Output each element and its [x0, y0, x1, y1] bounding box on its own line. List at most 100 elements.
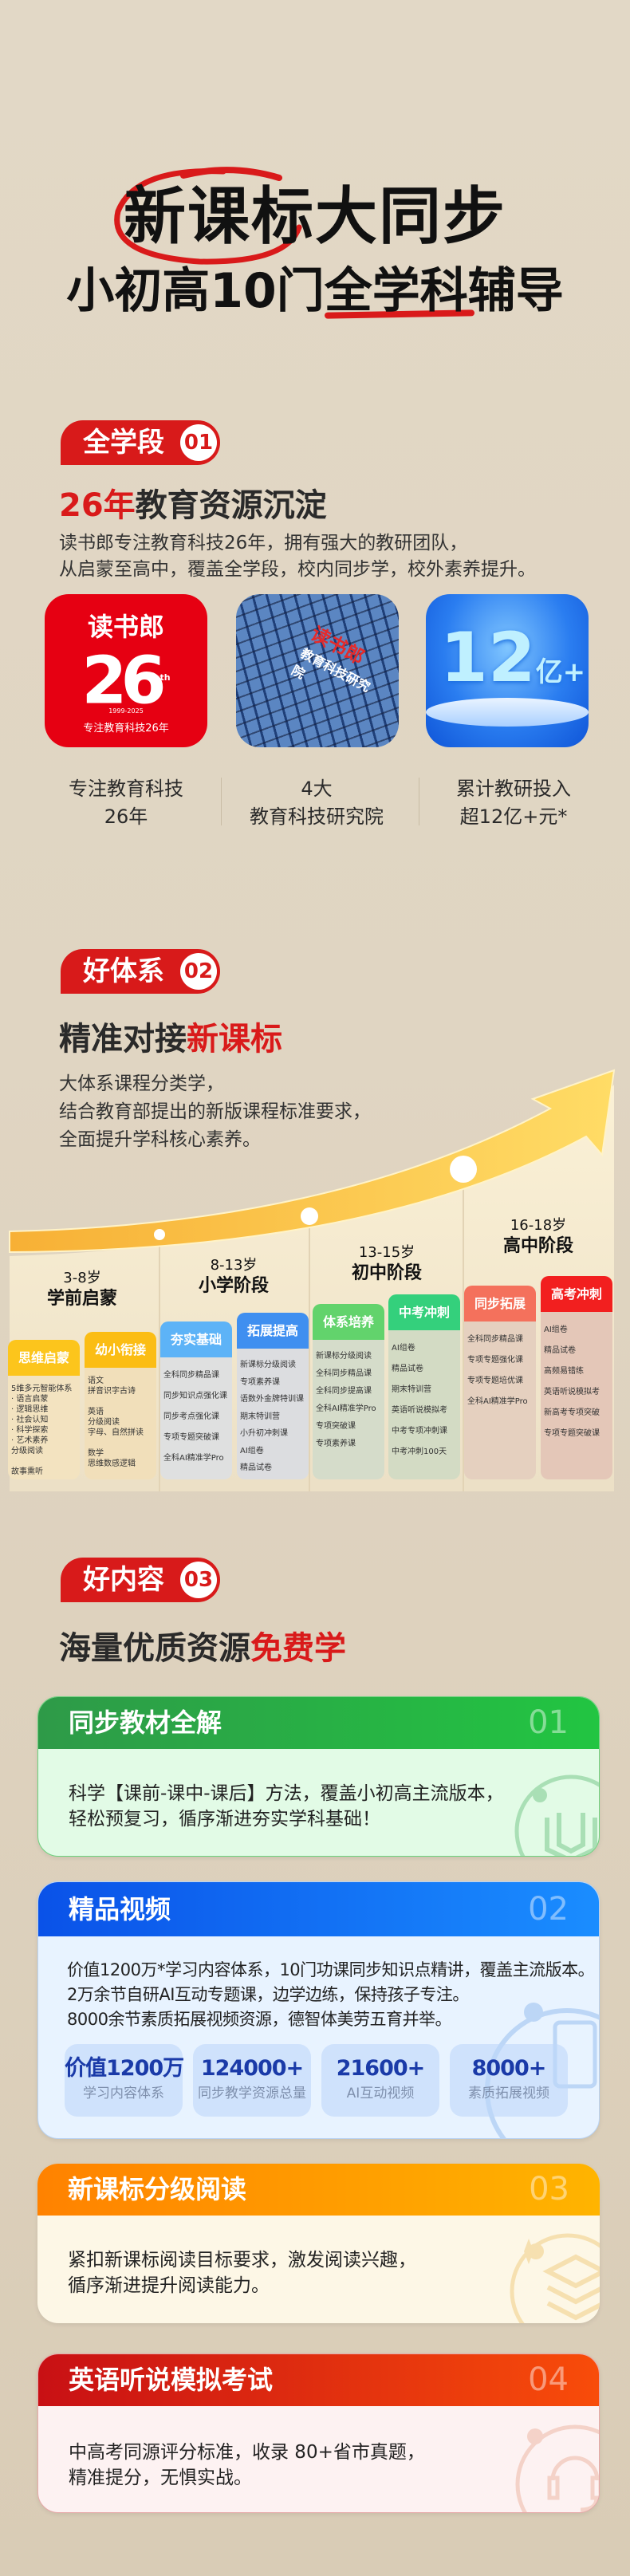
layers-icon	[510, 2233, 600, 2323]
track-body: AI组卷 精品试卷 期末特训营 英语听说模拟考 中考专项冲刺课 中考冲刺100天	[388, 1330, 460, 1479]
stage-name: 学前启蒙	[46, 1289, 117, 1309]
track-item: · 逻辑思维	[11, 1405, 49, 1414]
card-number: 02	[528, 1891, 569, 1928]
section-paragraph-2: 大体系课程分类学， 结合教育部提出的新版课程标准要求， 全面提升学科核心素养。	[59, 1070, 371, 1154]
paragraph-line: 从启蒙至高中，覆盖全学段，校内同步学，校外素养提升。	[59, 559, 536, 580]
card-title: 同步教材全解	[69, 1707, 222, 1738]
card-header: 英语听说模拟考试 04	[38, 2354, 599, 2406]
card-line: 价值1200万*学习内容体系，10门功课同步知识点精讲，覆盖主流版本。	[67, 1960, 595, 1979]
track-header: 思维启蒙	[8, 1340, 80, 1376]
track-body: 新课标分级阅读 全科同步精品课 全科同步提高课 全科AI精准学Pro 专项突破课 专项素养…	[313, 1340, 384, 1479]
hero-title: 新课标大同步	[123, 181, 506, 253]
track-item: · 社会认知	[11, 1416, 49, 1424]
anniversary-logo-tile: 读书郎 26th 1999-2025 专注教育科技26年	[45, 594, 207, 747]
card-line: 8000余节素质拓展视频资源，德智体美劳五育并举。	[67, 2010, 451, 2029]
card-line: 2万余节自研AI互动专题课，边学边练，保持孩子专注。	[67, 1985, 469, 2004]
stage-age: 16-18岁	[510, 1217, 567, 1234]
section-heading-3: 海量优质资源免费学	[59, 1629, 346, 1668]
brand-logo-text: 读书郎	[87, 612, 164, 642]
subtitle-part: 小初高10门	[66, 263, 325, 319]
track-header: 高考冲刺	[541, 1276, 612, 1312]
track-item: 英语听说模拟考	[392, 1406, 447, 1415]
track-item: 期末特训营	[392, 1385, 431, 1394]
card-body: 中高考同源评分标准，收录 80+省市真题， 精准提分，无惧实战。	[38, 2406, 599, 2491]
track-item: 专项专题突破课	[163, 1433, 219, 1442]
card-number: 03	[529, 2171, 569, 2208]
track-header: 同步拓展	[464, 1286, 536, 1321]
track-item: AI组卷	[392, 1344, 415, 1353]
building-photo-tile: 读书郎 教育科技研究院	[236, 594, 399, 747]
track-item: 专项专题强化课	[467, 1356, 523, 1365]
track-item: 全科同步精品课	[316, 1369, 372, 1378]
investment-big: 12	[440, 618, 536, 698]
track-item	[88, 1438, 156, 1448]
card-line: 轻松预复习，循序渐进夯实学科基础！	[69, 1809, 380, 1830]
track-item: 英语	[88, 1408, 104, 1416]
anniversary-slogan: 专注教育科技26年	[83, 723, 169, 735]
track-item: 分级阅读	[11, 1447, 43, 1455]
card-number: 01	[528, 1704, 569, 1741]
card-title: 精品视频	[69, 1894, 171, 1924]
track-item: 全科同步提高课	[316, 1387, 372, 1396]
caption-line: 超12亿+元*	[459, 805, 568, 828]
stat-box: 21600+ AI互动视频	[321, 2044, 439, 2117]
caption-line: 26年	[104, 805, 148, 828]
anniversary-years: 1999-2025	[108, 707, 144, 715]
track-item: · 语言启蒙	[11, 1395, 49, 1404]
stage-dot	[154, 1229, 165, 1240]
book-icon	[514, 1774, 599, 1856]
track-item: 同步考点强化课	[163, 1412, 219, 1421]
section-badge-1: 全学段 01	[61, 420, 220, 465]
track-item: 精品试卷	[544, 1346, 576, 1355]
track-item: · 艺术素养	[11, 1436, 49, 1445]
track-item: 精品试卷	[240, 1463, 272, 1472]
badge-label: 好内容	[83, 1564, 164, 1596]
investment-unit: 亿+	[535, 656, 586, 688]
red-circle-scribble	[114, 167, 302, 265]
track-body: 全科同步精品课 专项专题强化课 专项专题培优课 全科AI精准学Pro	[464, 1321, 536, 1479]
card-header: 新课标分级阅读 03	[37, 2164, 600, 2216]
section-heading-2: 精准对接新课标	[59, 1019, 282, 1059]
track-item: · 科学探索	[11, 1426, 49, 1435]
track-item	[11, 1456, 80, 1467]
feature-card-2: 精品视频 02 价值1200万*学习内容体系，10门功课同步知识点精讲，覆盖主流版…	[37, 1881, 600, 2139]
paragraph-line: 全面提升学科核心素养。	[59, 1129, 261, 1150]
track-item: 专项突破课	[316, 1422, 356, 1431]
heading-text: 精准对接	[59, 1021, 187, 1058]
section-badge-3: 好内容 03	[61, 1558, 220, 1602]
anniversary-sup: th	[159, 672, 171, 683]
track-item: 新课标分级阅读	[316, 1352, 372, 1361]
card-body: 价值1200万*学习内容体系，10门功课同步知识点精讲，覆盖主流版本。 2万余节自…	[38, 1936, 599, 2032]
heading-highlight: 新课标	[187, 1021, 282, 1058]
badge-label: 好体系	[83, 955, 164, 987]
card-body: 紧扣新课标阅读目标要求，激发阅读兴趣， 循序渐进提升阅读能力。	[37, 2216, 600, 2298]
stat-label: 同步教学资源总量	[198, 2086, 306, 2101]
track-item: 期末特训营	[240, 1412, 280, 1421]
track-header: 中考冲刺	[388, 1294, 460, 1330]
track-item: 数学	[88, 1449, 104, 1458]
track-item: 高频易错练	[544, 1367, 584, 1376]
track-item: AI组卷	[240, 1446, 264, 1455]
headset-icon	[515, 2424, 599, 2512]
track-header: 夯实基础	[160, 1321, 232, 1357]
track-item: 中考专项冲刺课	[392, 1427, 447, 1436]
heading-highlight: 免费学	[250, 1630, 346, 1667]
card-title: 新课标分级阅读	[68, 2174, 247, 2204]
track-header: 体系培养	[313, 1304, 384, 1340]
hero-subtitle: 小初高10门全学科辅导	[0, 263, 630, 319]
track-item: 同步知识点强化课	[163, 1392, 227, 1400]
stat-label: 学习内容体系	[83, 2086, 164, 2101]
caption-3: 累计教研投入 超12亿+元*	[415, 775, 612, 831]
subtitle-highlight: 全学科	[324, 263, 468, 319]
paragraph-line: 大体系课程分类学，	[59, 1073, 224, 1094]
card-line: 紧扣新课标阅读目标要求，激发阅读兴趣，	[68, 2250, 416, 2271]
track-item: 思维数感逻辑	[88, 1459, 136, 1468]
stage-age: 3-8岁	[63, 1270, 101, 1286]
caption-line: 4大	[301, 778, 333, 800]
anniversary-big: 26	[81, 643, 166, 719]
investment-dome-tile: 12亿+	[426, 594, 589, 747]
card-line: 循序渐进提升阅读能力。	[68, 2275, 270, 2296]
paragraph-line: 读书郎专注教育科技26年，拥有强大的教研团队，	[59, 533, 468, 553]
track-item: 新课标分级阅读	[240, 1361, 296, 1369]
card-line: 中高考同源评分标准，收录 80+省市真题，	[69, 2442, 425, 2463]
